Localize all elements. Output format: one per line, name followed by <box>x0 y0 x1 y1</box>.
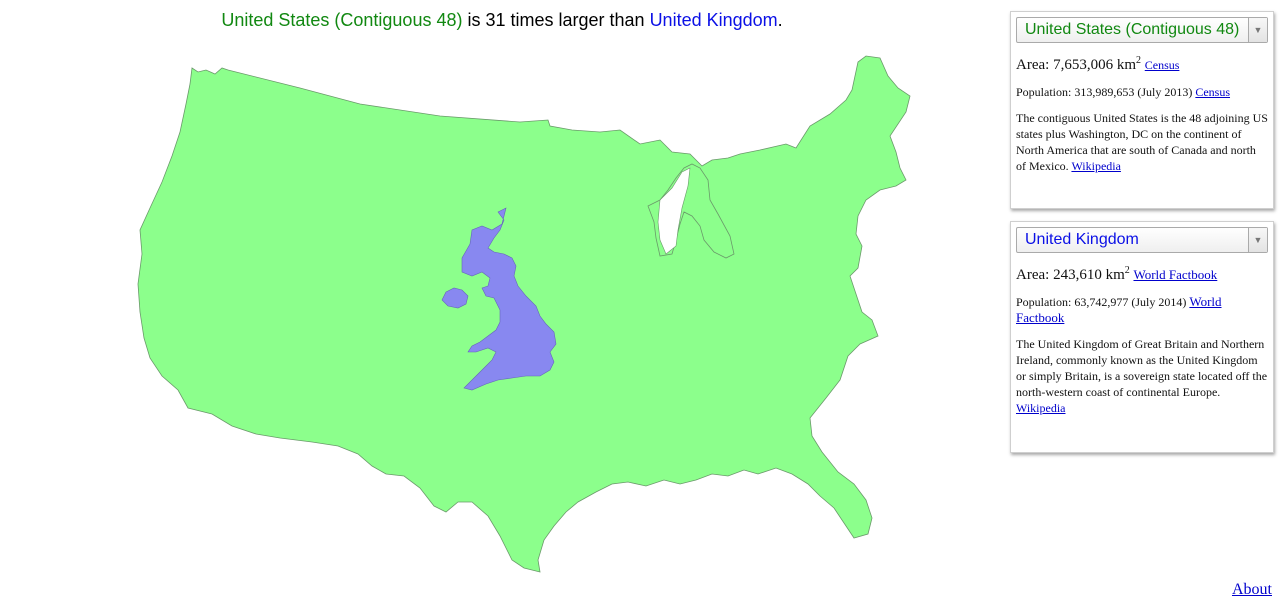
area-value: 7,653,006 km <box>1053 57 1136 73</box>
area-label: Area: <box>1016 57 1054 73</box>
country-a-area: Area: 7,653,006 km2 Census <box>1016 55 1268 74</box>
area-source-link[interactable]: World Factbook <box>1133 267 1218 282</box>
description-text: The United Kingdom of Great Britain and … <box>1016 337 1268 399</box>
country-a-selected-value: United States (Contiguous 48) <box>1025 21 1240 38</box>
country-b-area: Area: 243,610 km2 World Factbook <box>1016 265 1268 284</box>
country-a-panel: United States (Contiguous 48) ▼ Area: 7,… <box>1010 11 1274 209</box>
headline-country-a: United States (Contiguous 48) <box>221 10 463 30</box>
area-source-link[interactable]: Census <box>1144 58 1180 72</box>
headline-comparison-text: is 31 times larger than <box>462 10 650 30</box>
lake-michigan <box>657 167 691 255</box>
country-b-northern-ireland[interactable] <box>441 287 469 309</box>
area-label: Area: <box>1016 267 1054 283</box>
country-a-population: Population: 313,989,653 (July 2013) Cens… <box>1016 84 1268 100</box>
map-svg <box>137 55 911 573</box>
chevron-down-icon[interactable]: ▼ <box>1248 18 1267 42</box>
country-a-description: The contiguous United States is the 48 a… <box>1016 110 1268 174</box>
chevron-down-icon[interactable]: ▼ <box>1248 228 1267 252</box>
country-a-select[interactable]: United States (Contiguous 48) ▼ <box>1016 17 1268 43</box>
headline-country-b: United Kingdom <box>649 10 778 30</box>
area-unit-exponent: 2 <box>1135 55 1141 66</box>
population-source-link[interactable]: World Factbook <box>1016 294 1222 325</box>
comparison-headline: United States (Contiguous 48) is 31 time… <box>0 10 1004 31</box>
description-text: The contiguous United States is the 48 a… <box>1016 111 1268 173</box>
map-area <box>0 40 1004 600</box>
area-value: 243,610 km <box>1053 267 1125 283</box>
headline-end: . <box>777 10 783 30</box>
description-source-link[interactable]: Wikipedia <box>1071 159 1121 173</box>
country-b-panel: United Kingdom ▼ Area: 243,610 km2 World… <box>1010 221 1274 453</box>
country-b-description: The United Kingdom of Great Britain and … <box>1016 336 1268 416</box>
population-text: Population: 63,742,977 (July 2014) <box>1016 295 1190 309</box>
country-b-population: Population: 63,742,977 (July 2014) World… <box>1016 294 1268 326</box>
description-source-link[interactable]: Wikipedia <box>1016 401 1066 415</box>
country-b-great-britain[interactable] <box>461 207 557 391</box>
population-text: Population: 313,989,653 (July 2013) <box>1016 85 1196 99</box>
area-unit-exponent: 2 <box>1124 265 1130 276</box>
country-b-select[interactable]: United Kingdom ▼ <box>1016 227 1268 253</box>
population-source-link[interactable]: Census <box>1195 85 1231 99</box>
about-link[interactable]: About <box>1232 581 1272 598</box>
country-b-selected-value: United Kingdom <box>1025 231 1139 248</box>
